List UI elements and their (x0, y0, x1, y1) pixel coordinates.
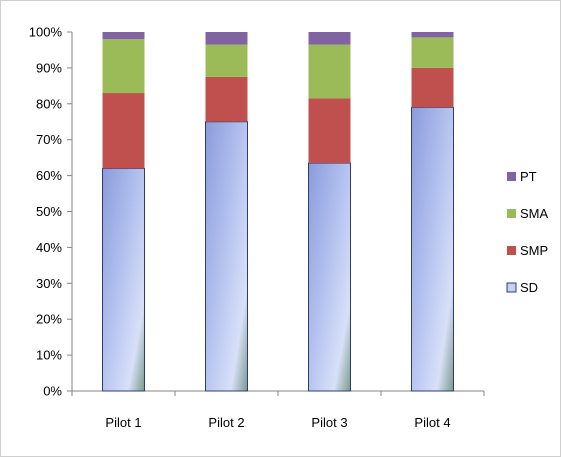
y-tick-label: 80% (36, 96, 62, 111)
bar-segment-pt-pilot-4 (411, 32, 454, 38)
bars-layer (102, 32, 454, 392)
bar-segment-smp-pilot-1 (102, 93, 145, 169)
bar-segment-smp-pilot-2 (205, 76, 248, 122)
legend-swatch-pt (507, 172, 516, 181)
bar-segment-pt-pilot-3 (308, 32, 351, 45)
bar-segment-smp-pilot-4 (411, 67, 454, 108)
legend-label-smp: SMP (520, 243, 548, 258)
legend-swatch-sd (506, 282, 517, 293)
legend-label-sd: SD (520, 280, 538, 295)
legend-label-sma: SMA (520, 206, 549, 221)
bar-segment-pt-pilot-2 (205, 32, 248, 45)
bar-segment-smp-pilot-3 (308, 98, 351, 164)
x-category-label: Pilot 3 (311, 415, 347, 430)
x-category-label: Pilot 4 (414, 415, 450, 430)
bar-segment-sma-pilot-3 (308, 44, 351, 99)
y-tick-label: 90% (36, 60, 62, 75)
y-tick-label: 0% (43, 384, 62, 399)
y-tick-label: 50% (36, 204, 62, 219)
y-tick-label: 60% (36, 168, 62, 183)
legend-label-pt: PT (520, 169, 537, 184)
bar-segment-sma-pilot-4 (411, 37, 454, 68)
bar-segment-sd-pilot-1 (102, 167, 145, 392)
bar-segment-sma-pilot-1 (102, 39, 145, 94)
labels-layer: 0% 10% 20% 30% 40% 50% 60% 70% 80% 90% 100% Pilot 1… (29, 25, 451, 431)
y-tick-label: 70% (36, 132, 62, 147)
bar-segment-sma-pilot-2 (205, 44, 248, 77)
x-category-label: Pilot 1 (105, 415, 141, 430)
y-tick-label: 100% (29, 25, 63, 40)
y-tick-label: 20% (36, 312, 62, 327)
legend-swatch-sma (507, 209, 516, 218)
legend-swatch-smp (507, 246, 516, 255)
bar-segment-pt-pilot-1 (102, 32, 145, 40)
y-tick-label: 40% (36, 240, 62, 255)
y-tick-label: 10% (36, 348, 62, 363)
bar-segment-sd-pilot-3 (308, 162, 351, 392)
bar-segment-sd-pilot-4 (411, 106, 454, 392)
x-category-label: Pilot 2 (208, 415, 244, 430)
legend: PT SMA SMP SD (506, 169, 549, 295)
y-tick-label: 30% (36, 276, 62, 291)
bar-segment-sd-pilot-2 (205, 121, 248, 392)
